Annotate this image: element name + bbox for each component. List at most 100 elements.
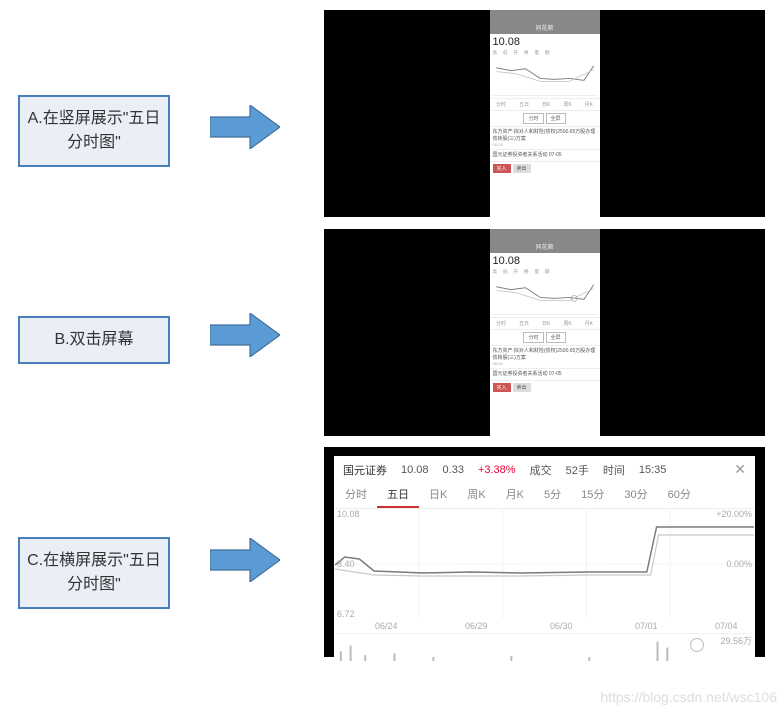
arrow-a-icon [210,105,280,149]
marker-icon [690,638,704,652]
mini-tab[interactable]: 周K [563,101,571,108]
tab-5fen[interactable]: 5分 [534,482,571,508]
btn-fullscreen[interactable]: 全屏 [546,113,566,124]
pillarbox-left [324,456,334,657]
yaxis-bot: 6.72 [337,609,355,619]
price-value: 10.08 [493,255,521,267]
buy-button[interactable]: 买入 [493,164,511,173]
landscape-app: 国元证券 10.08 0.33 +3.38% 成交 52手 时间 15:35 ✕… [334,456,755,657]
news-item[interactable]: 国元证券投资者关系活动 07-05 [490,149,600,161]
tab-yuek[interactable]: 月K [496,482,534,508]
news-item[interactable]: 东方资产:拟对人和财险(债权)2500.65万股办理债转股(三)方案 08-05 [490,126,600,149]
tab-30fen[interactable]: 30分 [614,482,657,508]
stat-item: 量 [535,269,540,275]
news-item[interactable]: 国元证券投资者关系活动 07-05 [490,368,600,380]
btn-row: 分时 全屏 [490,111,600,126]
price-row: 10.08 [490,253,600,269]
portrait-app-b: 同花顺 10.08 高 低 开 换 量 额 分时 五日 [490,229,600,436]
date-lbl: 06/29 [465,621,488,631]
status-bar [490,229,600,239]
stat-grid: 高 低 开 换 量 额 [490,269,600,275]
buy-button[interactable]: 买入 [493,383,511,392]
mini-tab[interactable]: 日K [542,320,550,327]
price-value: 10.08 [493,36,521,48]
step-label-c-text: C.在横屏展示"五日分时图" [27,552,161,593]
mini-tab[interactable]: 分时 [496,101,506,108]
date-lbl: 07/01 [635,621,658,631]
btn-row: 分时 全屏 [490,330,600,345]
news-sub: 08-05 [493,361,597,366]
step-label-a: A.在竖屏展示"五日分时图" [18,95,170,167]
date-lbl: 07/04 [715,621,738,631]
step-label-b: B.双击屏幕 [18,316,170,364]
step-label-b-text: B.双击屏幕 [54,331,133,348]
land-chart[interactable]: 10.08 8.40 6.72 +20.00% 0.00% 06/24 06/2… [335,509,754,619]
btn-fullscreen[interactable]: 全屏 [546,332,566,343]
tab-60fen[interactable]: 60分 [658,482,701,508]
date-lbl: 06/30 [550,621,573,631]
stock-price: 10.08 [401,464,429,476]
mini-tab[interactable]: 月K [585,320,593,327]
tab-15fen[interactable]: 15分 [571,482,614,508]
step-label-c: C.在横屏展示"五日分时图" [18,537,170,609]
stat-item: 换 [524,269,529,275]
mini-tab[interactable]: 五日 [519,320,529,327]
tab-fenshi[interactable]: 分时 [335,482,377,508]
yaxis-pct-mid: 0.00% [726,559,752,569]
land-header: 国元证券 10.08 0.33 +3.38% 成交 52手 时间 15:35 ✕ [335,457,754,482]
stat-item: 额 [545,269,550,275]
mini-tab[interactable]: 日K [542,101,550,108]
mini-tab[interactable]: 月K [585,101,593,108]
mini-tabs: 分时 五日 日K 周K 月K [490,98,600,111]
buy-row: 买入 卖出 [490,380,600,394]
vol-label: 成交 [530,462,552,478]
vol-value: 52手 [566,462,589,478]
vol-max: 29.56万 [720,634,752,647]
news-title: 国元证券投资者关系活动 07-05 [493,371,597,378]
news-title: 国元证券投资者关系活动 07-05 [493,152,597,159]
stock-pct: +3.38% [478,464,516,476]
mini-tabs: 分时 五日 日K 周K 月K [490,317,600,330]
sell-button[interactable]: 卖出 [513,383,531,392]
mini-chart [493,58,597,96]
arrow-c-icon [210,538,280,582]
tab-zhouk[interactable]: 周K [457,482,495,508]
app-header: 同花顺 [490,239,600,253]
time-label: 时间 [603,462,625,478]
close-icon[interactable]: ✕ [734,461,746,478]
pillarbox-right [755,456,765,657]
yaxis-pct-top: +20.00% [716,509,752,519]
btn-fenshi[interactable]: 分时 [523,332,543,343]
watermark: https://blog.csdn.net/wsc106 [600,689,777,705]
stat-item: 量 [535,50,540,56]
arrow-c [210,538,280,582]
stat-item: 高 [493,50,498,56]
app-title: 同花顺 [535,242,553,251]
mini-tab[interactable]: 分时 [496,320,506,327]
stat-item: 开 [514,269,519,275]
stat-grid: 高 低 开 换 量 额 [490,50,600,56]
news-item[interactable]: 东方资产:拟对人和财险(债权)2500.65万股办理债转股(三)方案 08-05 [490,345,600,368]
tab-wuri[interactable]: 五日 [377,482,419,508]
btn-fenshi[interactable]: 分时 [523,113,543,124]
arrow-a [210,105,280,149]
mini-chart [493,277,597,315]
land-chart-svg [335,509,754,619]
volume-row: 29.56万 [335,633,754,661]
time-value: 15:35 [639,464,667,476]
land-tabs: 分时 五日 日K 周K 月K 5分 15分 30分 60分 [335,482,754,509]
buy-row: 买入 卖出 [490,161,600,175]
screenshot-a: 同花顺 10.08 高 低 开 换 量 额 分时 五日 日K [324,10,765,217]
price-row: 10.08 [490,34,600,50]
stock-name: 国元证券 [343,462,387,478]
tab-rik[interactable]: 日K [419,482,457,508]
diagram-page: A.在竖屏展示"五日分时图" 同花顺 10.08 高 低 开 换 量 额 [0,0,783,709]
arrow-b-icon [210,313,280,357]
stat-item: 开 [514,50,519,56]
mini-tab[interactable]: 五日 [519,101,529,108]
mini-tab[interactable]: 周K [563,320,571,327]
step-label-a-text: A.在竖屏展示"五日分时图" [28,110,161,151]
yaxis-top: 10.08 [337,509,360,519]
sell-button[interactable]: 卖出 [513,164,531,173]
news-sub: 08-05 [493,142,597,147]
